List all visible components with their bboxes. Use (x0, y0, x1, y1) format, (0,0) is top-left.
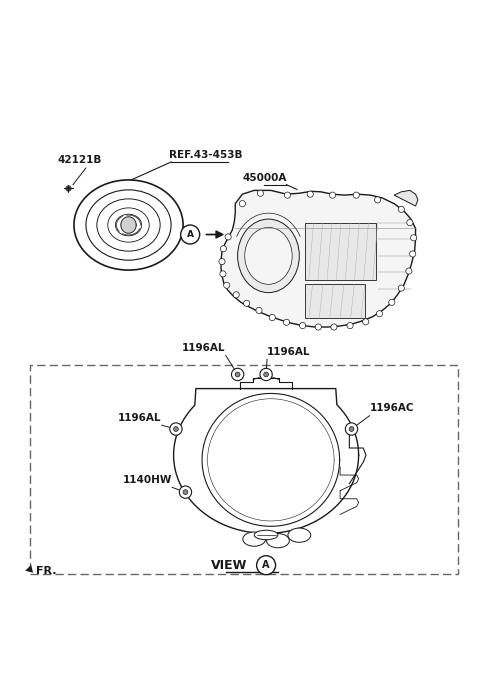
Circle shape (315, 324, 322, 330)
Circle shape (225, 234, 231, 240)
Circle shape (264, 372, 268, 377)
Circle shape (374, 197, 381, 203)
Text: A: A (263, 561, 270, 570)
Text: 42121B: 42121B (57, 155, 102, 165)
Circle shape (180, 225, 200, 244)
Polygon shape (349, 427, 366, 484)
Polygon shape (340, 491, 359, 514)
Text: VIEW: VIEW (211, 558, 247, 572)
Ellipse shape (74, 180, 183, 270)
Polygon shape (394, 190, 418, 206)
Circle shape (409, 251, 416, 257)
Bar (305, 223, 376, 280)
Text: 1140HW: 1140HW (123, 475, 172, 485)
Circle shape (170, 423, 182, 435)
Circle shape (269, 314, 276, 320)
FancyArrowPatch shape (206, 231, 223, 238)
Circle shape (231, 368, 244, 381)
Ellipse shape (245, 228, 292, 284)
Circle shape (256, 307, 262, 313)
Ellipse shape (288, 528, 311, 543)
Text: 1196AL: 1196AL (182, 343, 226, 353)
Circle shape (353, 192, 360, 198)
Circle shape (257, 556, 276, 574)
Text: 1196AL: 1196AL (118, 413, 162, 423)
Circle shape (389, 299, 395, 305)
Circle shape (235, 372, 240, 377)
Circle shape (233, 291, 240, 298)
Polygon shape (340, 467, 359, 491)
Ellipse shape (243, 532, 265, 546)
FancyArrowPatch shape (25, 565, 33, 573)
Circle shape (243, 300, 250, 307)
Circle shape (240, 201, 245, 207)
Ellipse shape (97, 199, 160, 251)
Text: A: A (187, 230, 194, 239)
Bar (305, 284, 365, 318)
Circle shape (307, 191, 313, 197)
Text: 1196AC: 1196AC (370, 403, 414, 413)
Circle shape (300, 322, 306, 329)
Circle shape (407, 219, 413, 226)
Polygon shape (121, 217, 136, 233)
Ellipse shape (238, 219, 300, 293)
Circle shape (260, 368, 272, 381)
Circle shape (284, 192, 290, 198)
Polygon shape (221, 190, 416, 327)
Circle shape (410, 235, 417, 241)
Circle shape (398, 285, 404, 291)
Circle shape (376, 311, 383, 317)
Circle shape (331, 324, 337, 330)
Polygon shape (174, 389, 359, 534)
Ellipse shape (108, 208, 149, 242)
Text: FR.: FR. (36, 565, 57, 576)
Circle shape (179, 486, 192, 498)
Circle shape (224, 282, 230, 289)
Circle shape (219, 259, 225, 264)
Circle shape (347, 322, 353, 329)
Circle shape (174, 427, 179, 431)
Ellipse shape (121, 219, 136, 231)
Ellipse shape (115, 215, 142, 236)
Ellipse shape (254, 530, 278, 540)
Text: 1196AL: 1196AL (267, 347, 311, 357)
Circle shape (406, 268, 412, 274)
Text: 45000A: 45000A (242, 173, 287, 183)
Circle shape (183, 490, 188, 495)
Circle shape (363, 319, 369, 325)
Circle shape (329, 192, 336, 198)
Text: REF.43-453B: REF.43-453B (169, 149, 242, 160)
Circle shape (398, 206, 404, 212)
Circle shape (220, 271, 226, 277)
Ellipse shape (86, 190, 171, 260)
Circle shape (345, 423, 358, 435)
Ellipse shape (266, 534, 289, 548)
Circle shape (257, 190, 264, 197)
FancyBboxPatch shape (30, 365, 458, 574)
Circle shape (220, 246, 227, 252)
Circle shape (349, 427, 354, 431)
Circle shape (283, 319, 289, 325)
